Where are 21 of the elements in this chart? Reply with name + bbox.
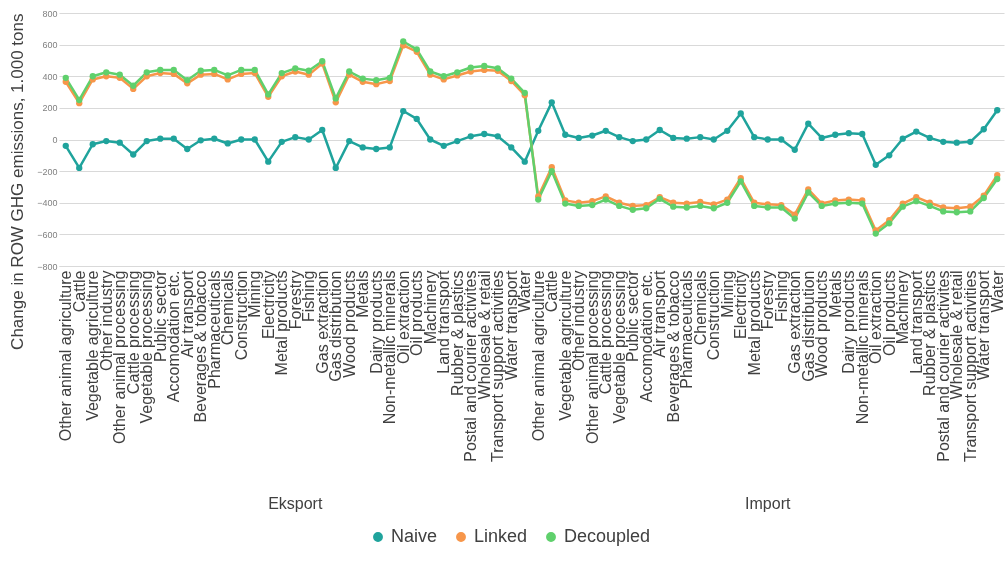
x-tick-label: Wood products: [340, 270, 358, 378]
x-tick-label: Transport support activities: [961, 270, 979, 462]
y-tick-label: −400: [37, 198, 58, 209]
y-tick-label: 200: [42, 103, 58, 114]
x-tick-label: Other animal agriculture: [57, 270, 75, 442]
y-tick-label: 800: [42, 8, 58, 19]
y-axis-title: Change in ROW GHG emissions, 1.000 tons: [8, 13, 28, 350]
y-tick-label: −200: [37, 166, 58, 177]
x-tick-label: Wood products: [813, 270, 831, 378]
text: Import: [745, 495, 791, 512]
y-tick-label: 0: [52, 135, 58, 145]
y-tick-label: −600: [37, 229, 58, 240]
legend-label: Decoupled: [564, 526, 651, 546]
y-tick-label: 600: [42, 40, 58, 51]
legend-label: Linked: [474, 526, 528, 546]
legend-label: Naive: [391, 526, 438, 546]
text: Eksport: [268, 495, 323, 512]
y-tick-label: 400: [42, 71, 58, 82]
y-tick-label: −800: [37, 261, 58, 272]
x-tick-label: Mining: [718, 270, 736, 318]
x-tick-label: Other animal agriculture: [529, 270, 547, 442]
